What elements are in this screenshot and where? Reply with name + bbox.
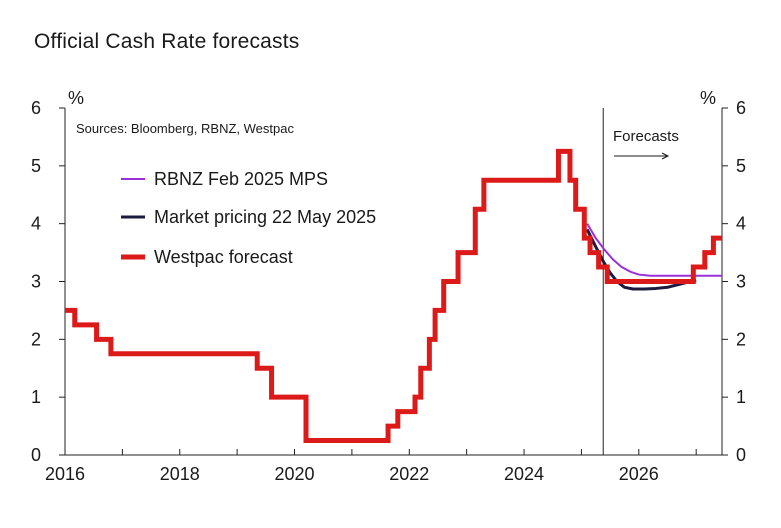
y-tick-label-right: 1 xyxy=(736,387,746,407)
x-tick-label: 2022 xyxy=(389,464,429,484)
y-tick-label-right: 3 xyxy=(736,272,746,292)
legend: RBNZ Feb 2025 MPS Market pricing 22 May … xyxy=(121,169,376,267)
x-tick-label: 2016 xyxy=(45,464,85,484)
y-tick-label-right: 4 xyxy=(736,214,746,234)
legend-label-westpac: Westpac forecast xyxy=(154,247,293,267)
y-tick-label-right: 0 xyxy=(736,445,746,465)
x-tick-label: 2026 xyxy=(619,464,659,484)
y-tick-label-right: 6 xyxy=(736,98,746,118)
y-axis-label-left: % xyxy=(68,88,84,108)
y-tick-label-right: 5 xyxy=(736,156,746,176)
series-layer xyxy=(65,148,722,444)
chart-title: Official Cash Rate forecasts xyxy=(34,30,300,53)
westpac-forecast-line xyxy=(65,148,722,444)
y-tick-label-left: 3 xyxy=(31,272,41,292)
market-pricing-line xyxy=(585,228,697,291)
x-tick-label: 2018 xyxy=(160,464,200,484)
source-note: Sources: Bloomberg, RBNZ, Westpac xyxy=(76,121,294,136)
x-tick-label: 2020 xyxy=(274,464,314,484)
legend-label-rbnz: RBNZ Feb 2025 MPS xyxy=(154,169,328,189)
y-tick-label-left: 2 xyxy=(31,329,41,349)
y-tick-label-left: 6 xyxy=(31,98,41,118)
x-tick-label: 2024 xyxy=(504,464,544,484)
y-tick-label-left: 4 xyxy=(31,214,41,234)
forecasts-arrow-icon xyxy=(614,152,670,160)
axes-layer: 0 0 1 1 2 2 3 3 4 4 5 5 6 6 2016 2018 2020 2022 2024 2026 xyxy=(31,98,746,484)
rbnz-feb-2025-line xyxy=(586,223,722,277)
y-tick-label-left: 0 xyxy=(31,445,41,465)
y-tick-label-left: 1 xyxy=(31,387,41,407)
y-tick-label-left: 5 xyxy=(31,156,41,176)
y-axis-label-right: % xyxy=(700,88,716,108)
forecasts-annotation: Forecasts xyxy=(613,128,679,145)
y-tick-label-right: 2 xyxy=(736,329,746,349)
legend-label-market: Market pricing 22 May 2025 xyxy=(154,207,376,227)
